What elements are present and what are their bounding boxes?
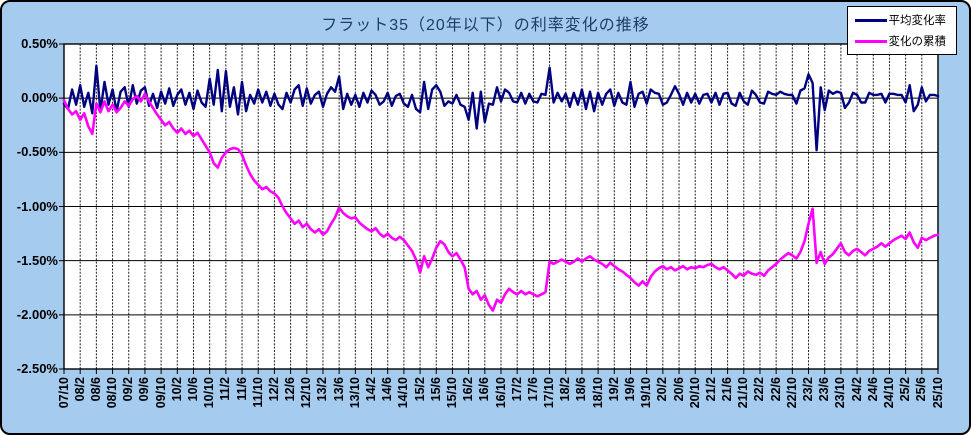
plot-border [63,43,939,370]
series-average-change-line [62,64,940,152]
legend-line-swatch-cumulative [854,39,887,43]
y-axis-tick-label: -0.50% [16,144,58,160]
y-axis-tick-label: -1.00% [16,198,58,214]
y-axis-tick-label: 0.50% [21,36,58,51]
series-cumulative-change-line [62,92,940,312]
plot-area [59,43,940,374]
legend-line-swatch-average [854,18,887,22]
y-axis-tick-label: -1.50% [16,252,58,268]
y-axis-tick-label: -2.00% [16,306,58,322]
legend: 平均変化率 変化の累積 [846,6,957,55]
y-axis-tick-label: -2.50% [16,361,58,376]
y-axis-tick-label: 0.00% [21,90,58,106]
legend-item-cumulative: 変化の累積 [854,33,947,49]
legend-item-average: 平均変化率 [854,12,947,28]
legend-label-average: 平均変化率 [888,15,947,27]
chart-title: フラット35（20年以下）の利率変化の推移 [321,17,650,34]
legend-label-cumulative: 変化の累積 [888,36,947,48]
